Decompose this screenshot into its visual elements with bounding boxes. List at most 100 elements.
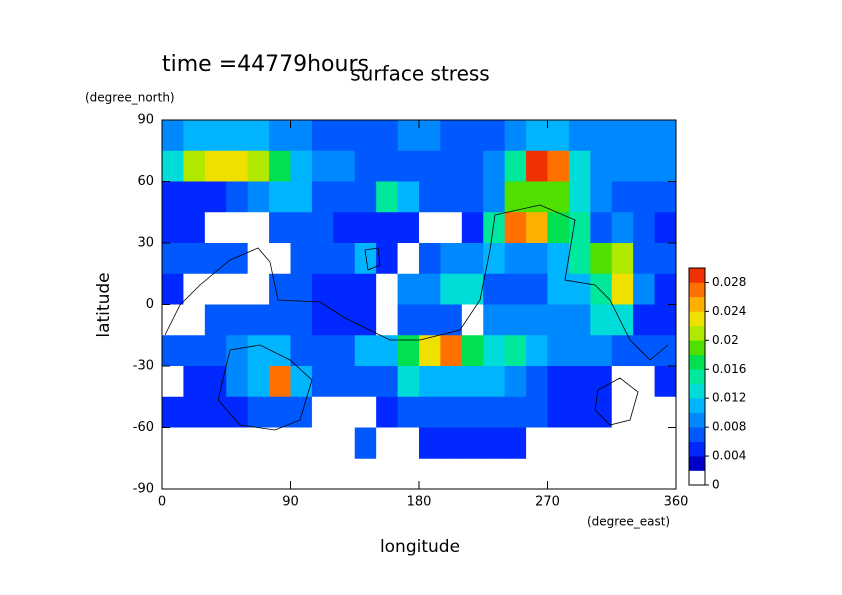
contour-cell: [483, 243, 506, 275]
contour-cell: [290, 427, 313, 459]
contour-cell: [547, 366, 570, 398]
contour-cell: [333, 396, 356, 428]
contour-cell: [419, 335, 441, 367]
contour-cell: [590, 212, 613, 244]
contour-cell: [290, 366, 313, 398]
contour-cell: [568, 396, 591, 428]
contour-cell: [547, 396, 570, 428]
contour-cell: [183, 150, 206, 182]
colorbar-swatch: [689, 296, 705, 312]
colorbar-swatch: [689, 441, 705, 457]
x-axis-title: longitude: [380, 537, 460, 557]
coastline: [364, 247, 381, 271]
y-tick-label: 60: [137, 174, 154, 189]
contour-cell: [654, 150, 677, 182]
contour-cell: [183, 396, 206, 428]
contour-cell: [633, 304, 656, 336]
y-unit: (degree_north): [85, 91, 175, 105]
contour-cell: [461, 396, 484, 428]
contour-cell: [226, 212, 249, 244]
contour-cell: [247, 427, 270, 459]
contour-cell: [419, 304, 441, 336]
contour-cell: [526, 304, 548, 336]
colorbar-tick-label: 0.008: [712, 420, 746, 434]
contour-cell: [419, 120, 441, 152]
contour-cell: [526, 335, 548, 367]
contour-cell: [311, 366, 334, 398]
x-unit: (degree_east): [587, 515, 670, 529]
contour-cell: [397, 304, 420, 336]
chart-title: surface stress: [350, 62, 489, 86]
contour-cell: [547, 273, 570, 305]
y-tick-label: 30: [137, 236, 154, 251]
contour-cell: [483, 396, 506, 428]
contour-cell: [247, 243, 270, 275]
contour-cell: [483, 120, 506, 152]
y-axis-title: latitude: [94, 272, 114, 337]
contour-cell: [504, 243, 527, 275]
contour-cell: [440, 150, 463, 182]
contour-cell: [354, 427, 377, 459]
chart-subtitle: time =44779hours: [162, 52, 369, 77]
contour-cell: [290, 150, 313, 182]
colorbar-swatch: [689, 282, 705, 298]
contour-cell: [311, 335, 334, 367]
contour-cell: [568, 181, 591, 213]
colorbar-swatch: [689, 427, 705, 442]
contour-cell: [654, 335, 677, 367]
contour-cell: [483, 366, 506, 398]
contour-cell: [526, 181, 548, 213]
colorbar-tick-label: 0.016: [712, 362, 746, 376]
contour-cell: [483, 335, 506, 367]
contour-cell: [611, 150, 634, 182]
contour-cell: [311, 120, 334, 152]
contour-cell: [204, 366, 227, 398]
contour-cell: [611, 366, 634, 398]
contour-cell: [204, 120, 227, 152]
contour-cell: [654, 212, 677, 244]
contour-cell: [162, 366, 184, 398]
contour-cell: [397, 427, 420, 459]
contour-cell: [611, 120, 634, 152]
contour-cell: [611, 304, 634, 336]
colorbar-swatch: [689, 383, 705, 399]
contour-cell: [547, 150, 570, 182]
contour-cell: [504, 427, 527, 459]
contour-cell: [376, 181, 399, 213]
contour-cell: [354, 120, 377, 152]
colorbar-swatch: [689, 412, 705, 428]
contour-cell: [269, 120, 291, 152]
contour-cell: [633, 396, 656, 428]
contour-cell: [290, 243, 313, 275]
contour-cell: [611, 396, 634, 428]
contour-cell: [247, 273, 270, 305]
contour-cell: [162, 212, 184, 244]
contour-cell: [247, 396, 270, 428]
contour-cell: [504, 396, 527, 428]
contour-cell: [226, 243, 249, 275]
y-tick-label: -30: [133, 359, 154, 374]
contour-cell: [397, 150, 420, 182]
contour-cell: [461, 181, 484, 213]
contour-cell: [461, 366, 484, 398]
contour-cell: [376, 243, 399, 275]
contour-cell: [376, 273, 399, 305]
contour-cell: [461, 150, 484, 182]
contour-cell: [269, 366, 291, 398]
contour-cell: [311, 396, 334, 428]
contour-cell: [633, 273, 656, 305]
contour-cell: [376, 120, 399, 152]
contour-cell: [204, 181, 227, 213]
contour-cell: [269, 273, 291, 305]
contour-cell: [333, 335, 356, 367]
contour-cell: [397, 396, 420, 428]
contour-cell: [183, 181, 206, 213]
contour-cell: [269, 396, 291, 428]
contour-cell: [440, 304, 463, 336]
contour-cell: [269, 181, 291, 213]
contour-cell: [568, 366, 591, 398]
colorbar-swatch: [689, 369, 705, 385]
contour-cell: [226, 273, 249, 305]
contour-cell: [311, 304, 334, 336]
